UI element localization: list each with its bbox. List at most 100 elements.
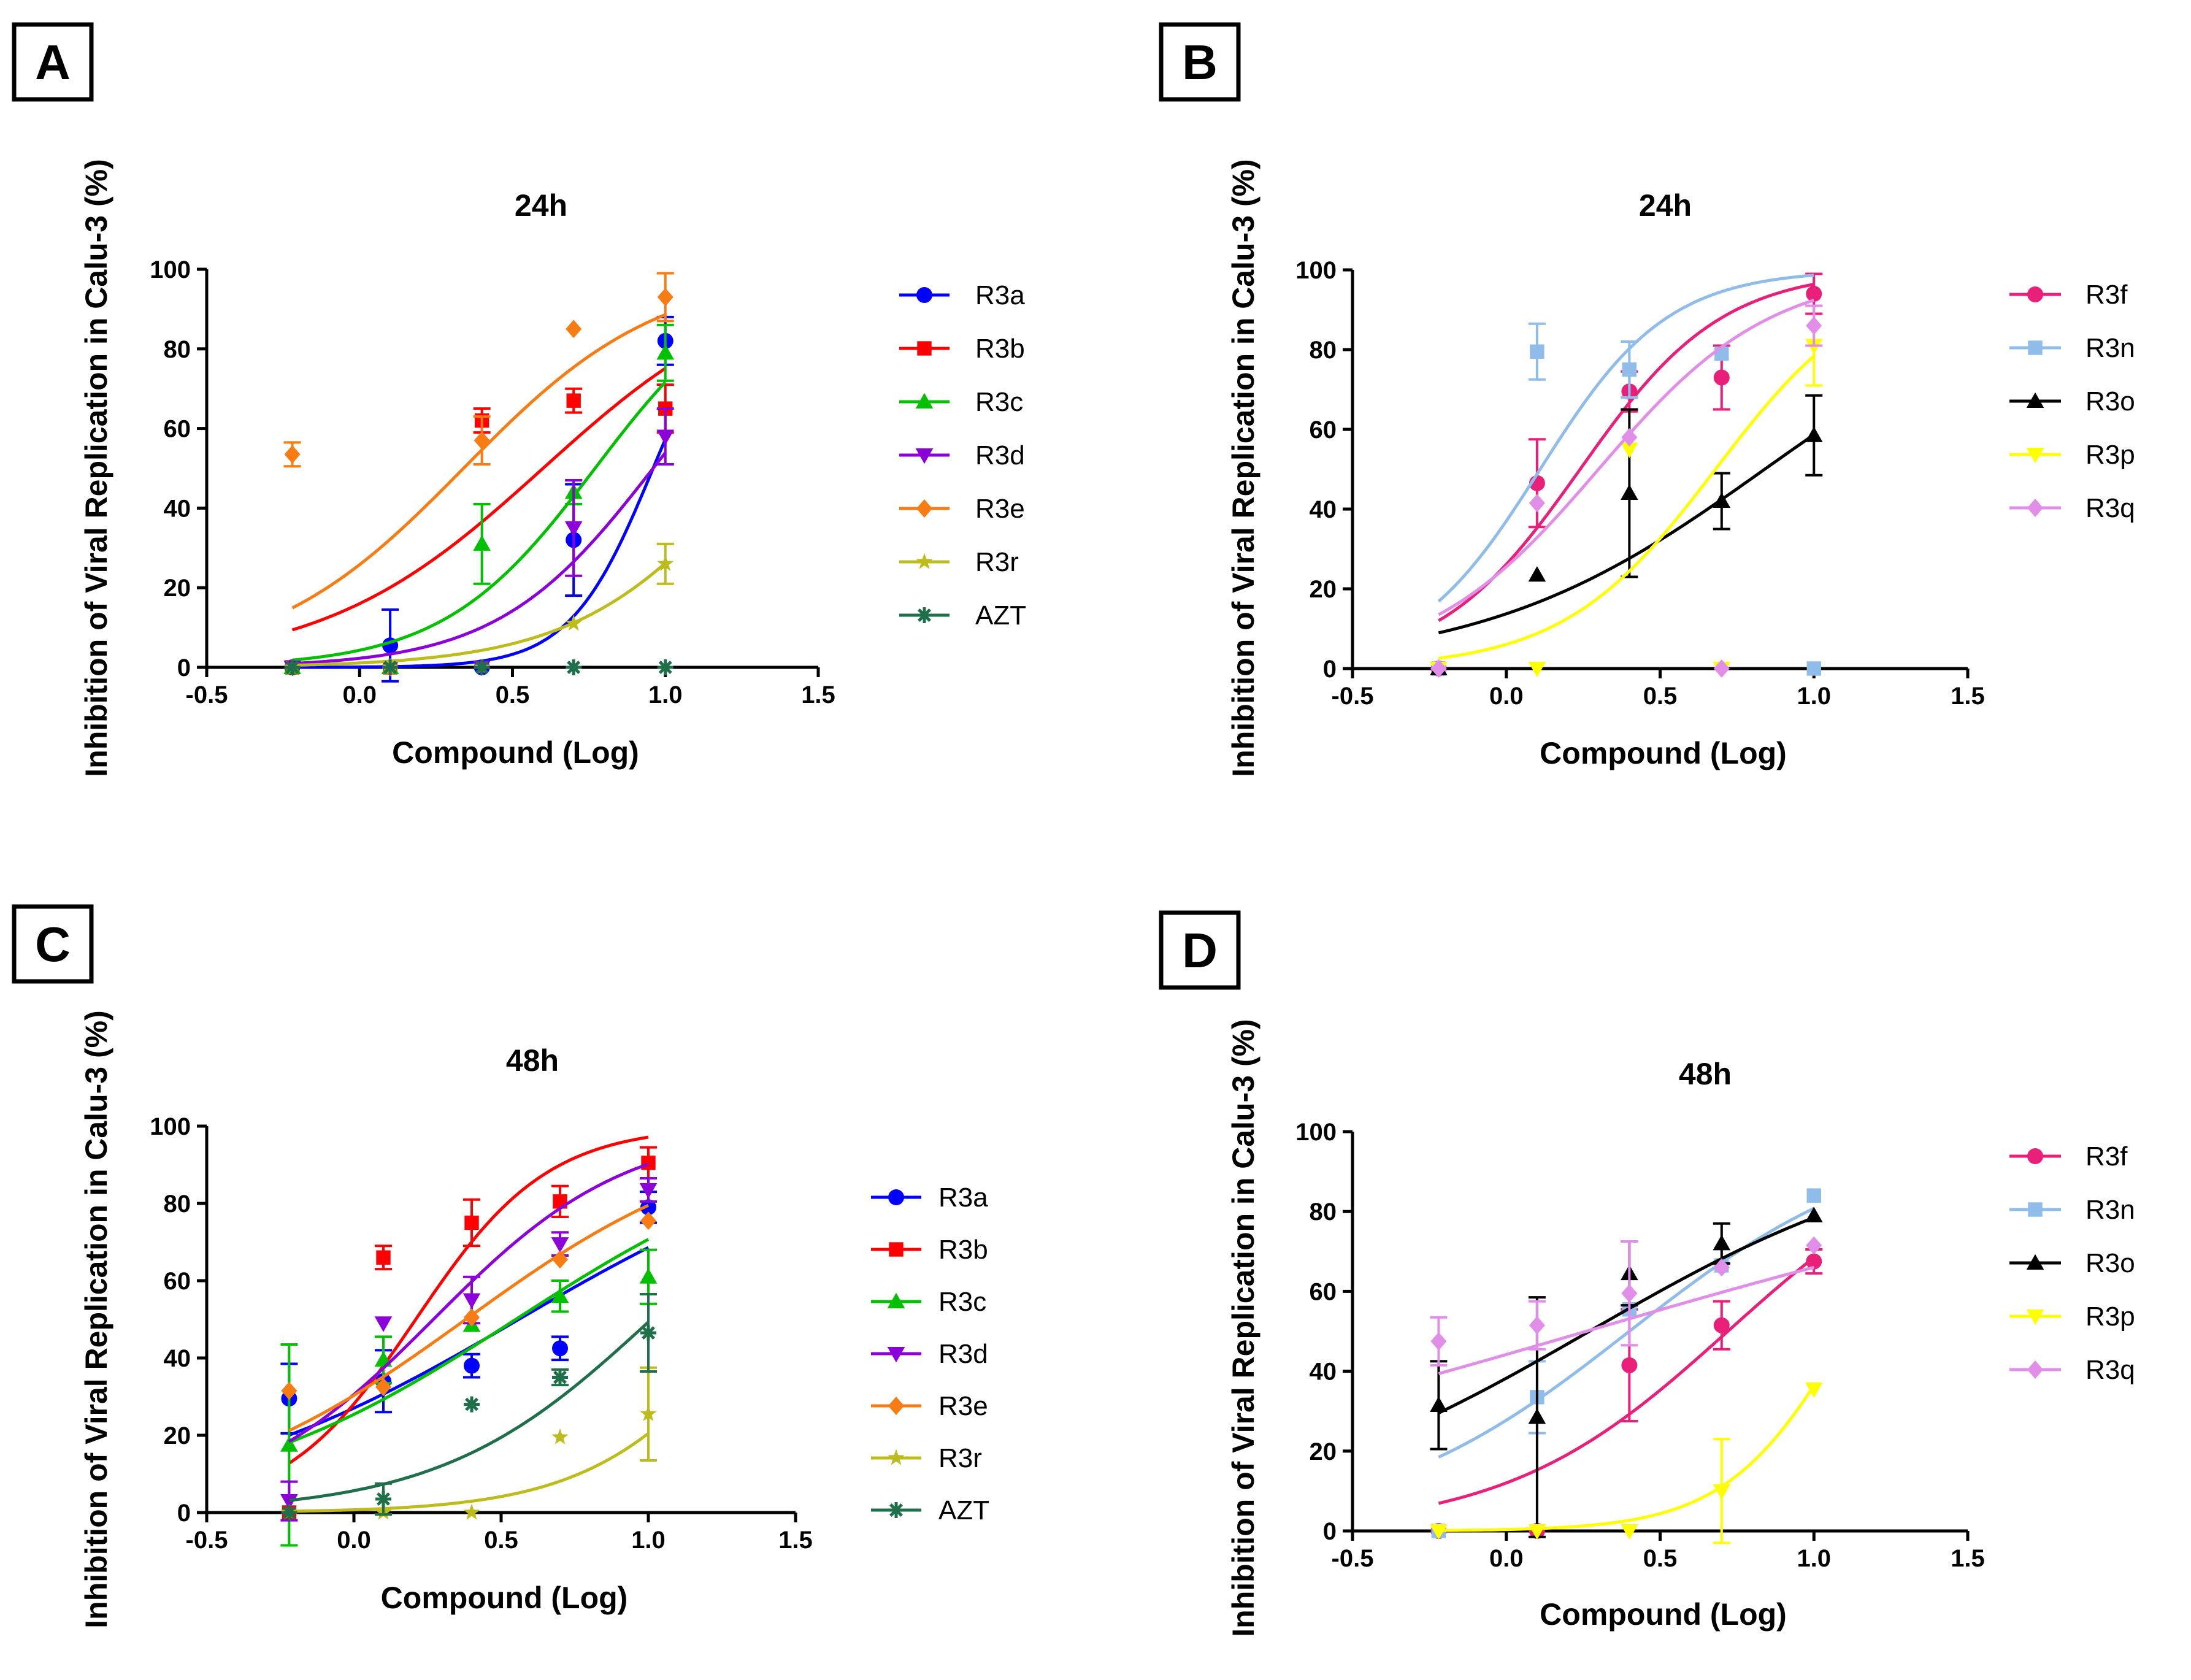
legend-label: R3a bbox=[975, 280, 1025, 310]
legend-label: R3f bbox=[2085, 280, 2128, 310]
panel-letter: D bbox=[1182, 923, 1218, 978]
fit-curve-r3o bbox=[1438, 433, 1815, 635]
y-tick-label: 100 bbox=[150, 256, 191, 283]
series-r3e bbox=[283, 272, 674, 677]
data-point-r3e bbox=[474, 431, 490, 450]
legend-label: R3b bbox=[938, 1235, 988, 1265]
data-point-azt bbox=[474, 659, 490, 675]
data-point-r3q bbox=[1713, 659, 1730, 678]
series-r3c bbox=[283, 323, 675, 675]
fit-curve-r3f bbox=[1438, 1256, 1815, 1505]
y-tick-label: 40 bbox=[1310, 496, 1337, 523]
y-tick-label: 60 bbox=[1310, 1278, 1337, 1305]
series-azt bbox=[284, 659, 673, 675]
x-tick-label: -0.5 bbox=[1332, 683, 1374, 710]
y-tick-label: 40 bbox=[1310, 1359, 1337, 1386]
legend-marker-r3d bbox=[887, 1346, 905, 1363]
x-tick-label: 1.0 bbox=[648, 681, 683, 708]
series-r3q bbox=[1430, 1236, 1822, 1376]
series-r3r bbox=[280, 1366, 657, 1520]
data-point-azt bbox=[552, 1369, 568, 1386]
legend-item-r3n: R3n bbox=[2009, 333, 2135, 363]
legend-marker-r3b bbox=[889, 1242, 904, 1257]
legend-item-r3r: R3r bbox=[871, 1443, 982, 1473]
data-point-r3d bbox=[564, 521, 583, 537]
legend-marker-r3c bbox=[887, 1292, 905, 1309]
legend-marker-r3q bbox=[2027, 499, 2043, 517]
legend-item-azt: AZT bbox=[871, 1495, 989, 1525]
data-point-r3a bbox=[464, 1357, 480, 1374]
data-point-r3d bbox=[280, 1494, 298, 1510]
data-point-r3e bbox=[552, 1250, 568, 1269]
data-point-r3d bbox=[656, 429, 675, 445]
legend-marker-r3b bbox=[917, 341, 932, 356]
data-point-r3b bbox=[641, 1156, 656, 1170]
x-tick-label: 1.5 bbox=[1951, 683, 1985, 710]
data-point-r3r bbox=[657, 555, 674, 571]
data-point-r3p bbox=[1430, 1524, 1448, 1540]
x-axis-label: Compound (Log) bbox=[1540, 1597, 1787, 1632]
legend-label: R3o bbox=[2085, 1248, 2135, 1278]
data-point-r3n bbox=[1622, 362, 1637, 377]
data-point-r3q bbox=[1806, 316, 1822, 335]
legend-marker-r3r bbox=[916, 553, 933, 569]
series-r3p bbox=[1430, 1382, 1823, 1544]
y-tick-label: 40 bbox=[164, 1345, 191, 1372]
series-r3q bbox=[1430, 299, 1823, 678]
fit-curve-r3d bbox=[292, 451, 667, 665]
chart-title: 24h bbox=[515, 188, 567, 223]
panel-a: A 24h -0.5 0.0 0.5 1.0 1.5 0 20 40 60 80 100 Compound… bbox=[12, 22, 1026, 777]
x-tick-label: 1.5 bbox=[1951, 1545, 1985, 1572]
y-tick-label: 80 bbox=[164, 1191, 191, 1218]
data-point-r3c bbox=[656, 343, 675, 360]
data-point-r3p bbox=[1528, 661, 1546, 678]
legend-marker-r3q bbox=[2027, 1360, 2043, 1379]
x-axis-label: Compound (Log) bbox=[1540, 736, 1787, 770]
x-axis-label: Compound (Log) bbox=[392, 735, 639, 770]
y-tick-label: 20 bbox=[1310, 576, 1337, 603]
legend-label: AZT bbox=[938, 1495, 989, 1525]
x-tick-label: 0.5 bbox=[1643, 1545, 1678, 1572]
data-point-azt bbox=[566, 659, 582, 675]
fit-curve-r3n bbox=[1438, 1206, 1815, 1459]
legend-item-r3b: R3b bbox=[899, 334, 1025, 364]
fit-curve-r3c bbox=[288, 1238, 650, 1444]
data-point-r3b bbox=[464, 1215, 479, 1230]
data-point-r3d bbox=[551, 1237, 569, 1253]
y-tick-label: 80 bbox=[1310, 337, 1337, 364]
data-point-r3f bbox=[1713, 369, 1730, 386]
data-point-r3q bbox=[1430, 659, 1447, 678]
data-point-r3o bbox=[1805, 426, 1823, 442]
x-tick-label: 0.0 bbox=[1489, 683, 1524, 710]
legend-marker-r3o bbox=[2026, 392, 2044, 408]
x-tick-label: 0.5 bbox=[496, 681, 530, 708]
data-point-r3o bbox=[1528, 1408, 1546, 1424]
legend-item-r3a: R3a bbox=[899, 280, 1025, 310]
legend-item-r3o: R3o bbox=[2009, 1248, 2135, 1278]
legend-label: R3c bbox=[938, 1287, 986, 1317]
x-axis-label: Compound (Log) bbox=[381, 1581, 628, 1615]
legend-label: R3p bbox=[2085, 1302, 2135, 1332]
data-point-r3a bbox=[552, 1340, 568, 1357]
series-r3a bbox=[284, 315, 674, 683]
y-tick-label: 20 bbox=[164, 1422, 191, 1449]
data-point-azt bbox=[284, 659, 301, 675]
legend-label: AZT bbox=[975, 600, 1026, 631]
y-tick-label: 60 bbox=[164, 416, 191, 443]
legend-marker-r3a bbox=[916, 287, 932, 303]
legend-label: R3e bbox=[975, 494, 1025, 524]
legend-item-r3d: R3d bbox=[871, 1339, 988, 1369]
legend-marker-r3o bbox=[2026, 1254, 2044, 1270]
fit-curve-r3q bbox=[1438, 1265, 1814, 1376]
data-point-r3p bbox=[1621, 1524, 1638, 1540]
data-point-r3q bbox=[1529, 1316, 1545, 1335]
legend-item-r3b: R3b bbox=[871, 1235, 988, 1265]
legend-item-r3f: R3f bbox=[2009, 280, 2128, 310]
panel-d: D 48h -0.5 0.0 0.5 1.0 1.5 0 20 40 60 80 100 Compound… bbox=[1159, 910, 2135, 1637]
fit-curve-r3a bbox=[292, 439, 667, 669]
legend-label: R3d bbox=[975, 440, 1025, 470]
data-point-r3q bbox=[1621, 428, 1638, 447]
legend-marker-r3d bbox=[915, 448, 934, 464]
x-tick-label: 1.5 bbox=[801, 681, 835, 708]
y-tick-label: 20 bbox=[1310, 1438, 1337, 1465]
